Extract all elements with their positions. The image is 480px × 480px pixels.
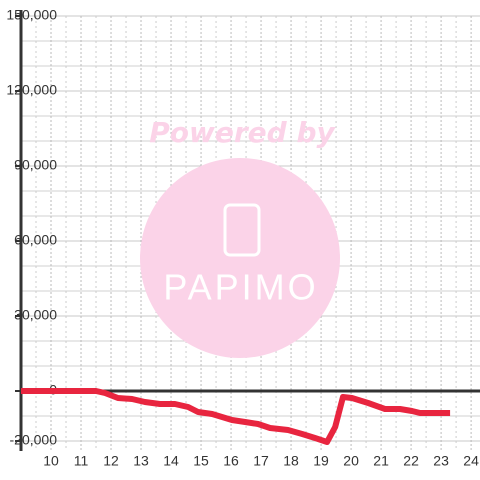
y-tick-label: 120,000 [6, 82, 57, 98]
x-tick-label: 15 [193, 453, 209, 469]
watermark-logo: PAPIMO [163, 267, 318, 308]
x-tick-label: 16 [223, 453, 239, 469]
data-line [21, 388, 451, 445]
y-tick-label: 30,000 [14, 307, 57, 323]
watermark: Powered by PAPIMO [140, 116, 340, 358]
x-tick-label: 17 [253, 453, 269, 469]
y-tick-label: 60,000 [14, 232, 57, 248]
x-tick-label: 12 [103, 453, 119, 469]
watermark-text: Powered by [149, 116, 336, 149]
x-tick-label: 18 [283, 453, 299, 469]
y-tick-label: -20,000 [10, 432, 58, 448]
x-tick-label: 13 [133, 453, 149, 469]
x-tick-label: 11 [74, 453, 89, 469]
x-tick-label: 20 [343, 453, 359, 469]
x-tick-label: 19 [313, 453, 329, 469]
y-tick-label: 90,000 [14, 157, 57, 173]
y-tick-label: 150,000 [6, 7, 57, 23]
watermark-circle [140, 158, 340, 358]
x-tick-label: 22 [403, 453, 419, 469]
x-tick-label: 10 [43, 453, 59, 469]
x-tick-label: 24 [463, 453, 479, 469]
x-tick-label: 14 [163, 453, 179, 469]
x-tick-label: 21 [373, 453, 389, 469]
watermark-phone [223, 203, 261, 257]
x-tick-label: 23 [433, 453, 449, 469]
